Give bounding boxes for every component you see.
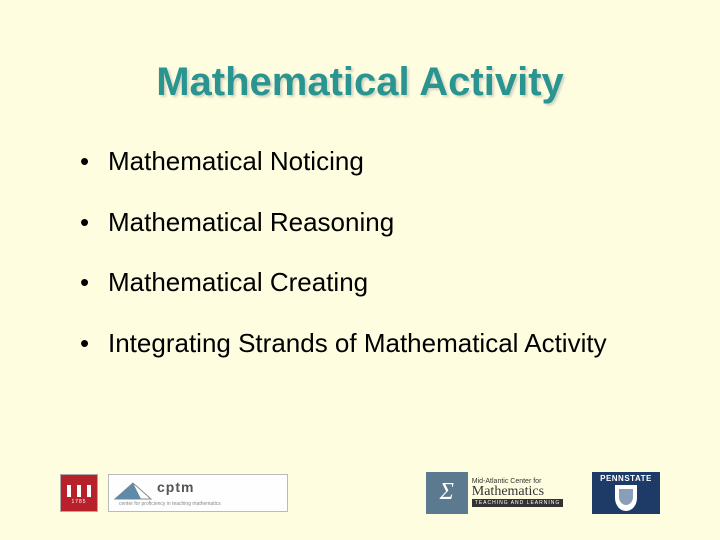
pillar-icon: [77, 485, 81, 497]
pillar-icon: [67, 485, 71, 497]
uga-logo: 1785: [60, 474, 98, 512]
cptm-subtitle: center for proficiency in teaching mathe…: [119, 501, 221, 507]
pillar-icon: [87, 485, 91, 497]
slide: Mathematical Activity Mathematical Notic…: [0, 0, 720, 540]
psu-label: PENNSTATE: [600, 474, 652, 483]
uga-year: 1785: [71, 499, 86, 505]
logo-strip: 1785 cptm center for proficiency in teac…: [60, 470, 660, 515]
pennstate-logo: PENNSTATE: [592, 472, 660, 514]
mac-line3: TEACHING AND LEARNING: [472, 499, 563, 507]
triangle-icon: [113, 479, 153, 501]
mac-logo: Σ Mid-Atlantic Center for Mathematics TE…: [407, 470, 582, 515]
bullet-item: Integrating Strands of Mathematical Acti…: [80, 327, 660, 360]
cptm-label: cptm: [157, 479, 194, 495]
mac-line2: Mathematics: [472, 485, 563, 499]
sigma-icon: Σ: [426, 472, 468, 514]
cptm-logo: cptm center for proficiency in teaching …: [108, 474, 288, 512]
bullet-item: Mathematical Reasoning: [80, 206, 660, 239]
shield-icon: [615, 485, 637, 511]
bullet-item: Mathematical Noticing: [80, 145, 660, 178]
bullet-item: Mathematical Creating: [80, 266, 660, 299]
bullet-list: Mathematical Noticing Mathematical Reaso…: [60, 145, 660, 359]
slide-title: Mathematical Activity: [60, 60, 660, 105]
